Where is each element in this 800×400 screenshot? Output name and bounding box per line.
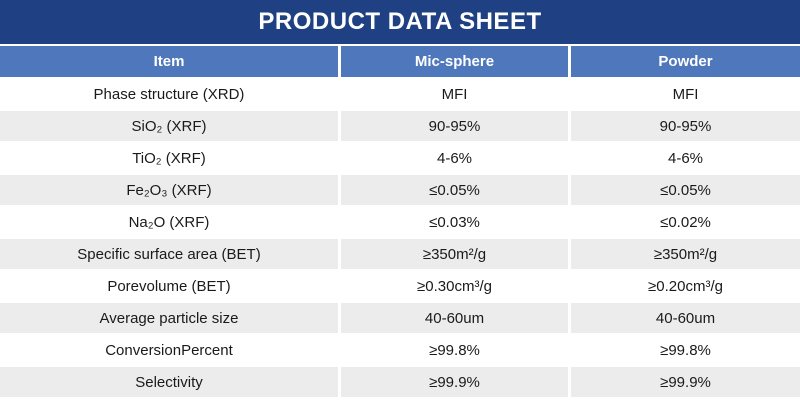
value-cell: 40-60um (571, 303, 800, 333)
item-cell: TiO₂ (XRF) (0, 143, 338, 173)
value-cell: 90-95% (341, 111, 568, 141)
value-cell: ≤0.05% (571, 175, 800, 205)
item-cell: ConversionPercent (0, 335, 338, 365)
item-cell: Na₂O (XRF) (0, 207, 338, 237)
column-header-powder: Powder (571, 46, 800, 77)
item-cell: Specific surface area (BET) (0, 239, 338, 269)
item-cell: Phase structure (XRD) (0, 79, 338, 109)
value-cell: MFI (341, 79, 568, 109)
item-cell: Average particle size (0, 303, 338, 333)
item-cell: Porevolume (BET) (0, 271, 338, 301)
value-cell: ≥0.30cm³/g (341, 271, 568, 301)
value-cell: ≥99.8% (571, 335, 800, 365)
item-cell: SiO₂ (XRF) (0, 111, 338, 141)
value-cell: ≤0.05% (341, 175, 568, 205)
value-cell: 40-60um (341, 303, 568, 333)
value-cell: ≥350m²/g (341, 239, 568, 269)
value-cell: ≤0.02% (571, 207, 800, 237)
value-cell: MFI (571, 79, 800, 109)
page-title: PRODUCT DATA SHEET (258, 8, 542, 35)
value-cell: ≥99.9% (341, 367, 568, 397)
value-cell: ≥350m²/g (571, 239, 800, 269)
value-cell: 4-6% (341, 143, 568, 173)
value-cell: 4-6% (571, 143, 800, 173)
value-cell: ≥99.9% (571, 367, 800, 397)
value-cell: ≥99.8% (341, 335, 568, 365)
value-cell: ≥0.20cm³/g (571, 271, 800, 301)
column-header-item: Item (0, 46, 338, 77)
value-cell: ≤0.03% (341, 207, 568, 237)
item-cell: Selectivity (0, 367, 338, 397)
item-cell: Fe₂O₃ (XRF) (0, 175, 338, 205)
data-table: Item Mic-sphere Powder Phase structure (… (0, 46, 800, 397)
value-cell: 90-95% (571, 111, 800, 141)
column-header-mic-sphere: Mic-sphere (341, 46, 568, 77)
title-bar: PRODUCT DATA SHEET (0, 0, 800, 44)
